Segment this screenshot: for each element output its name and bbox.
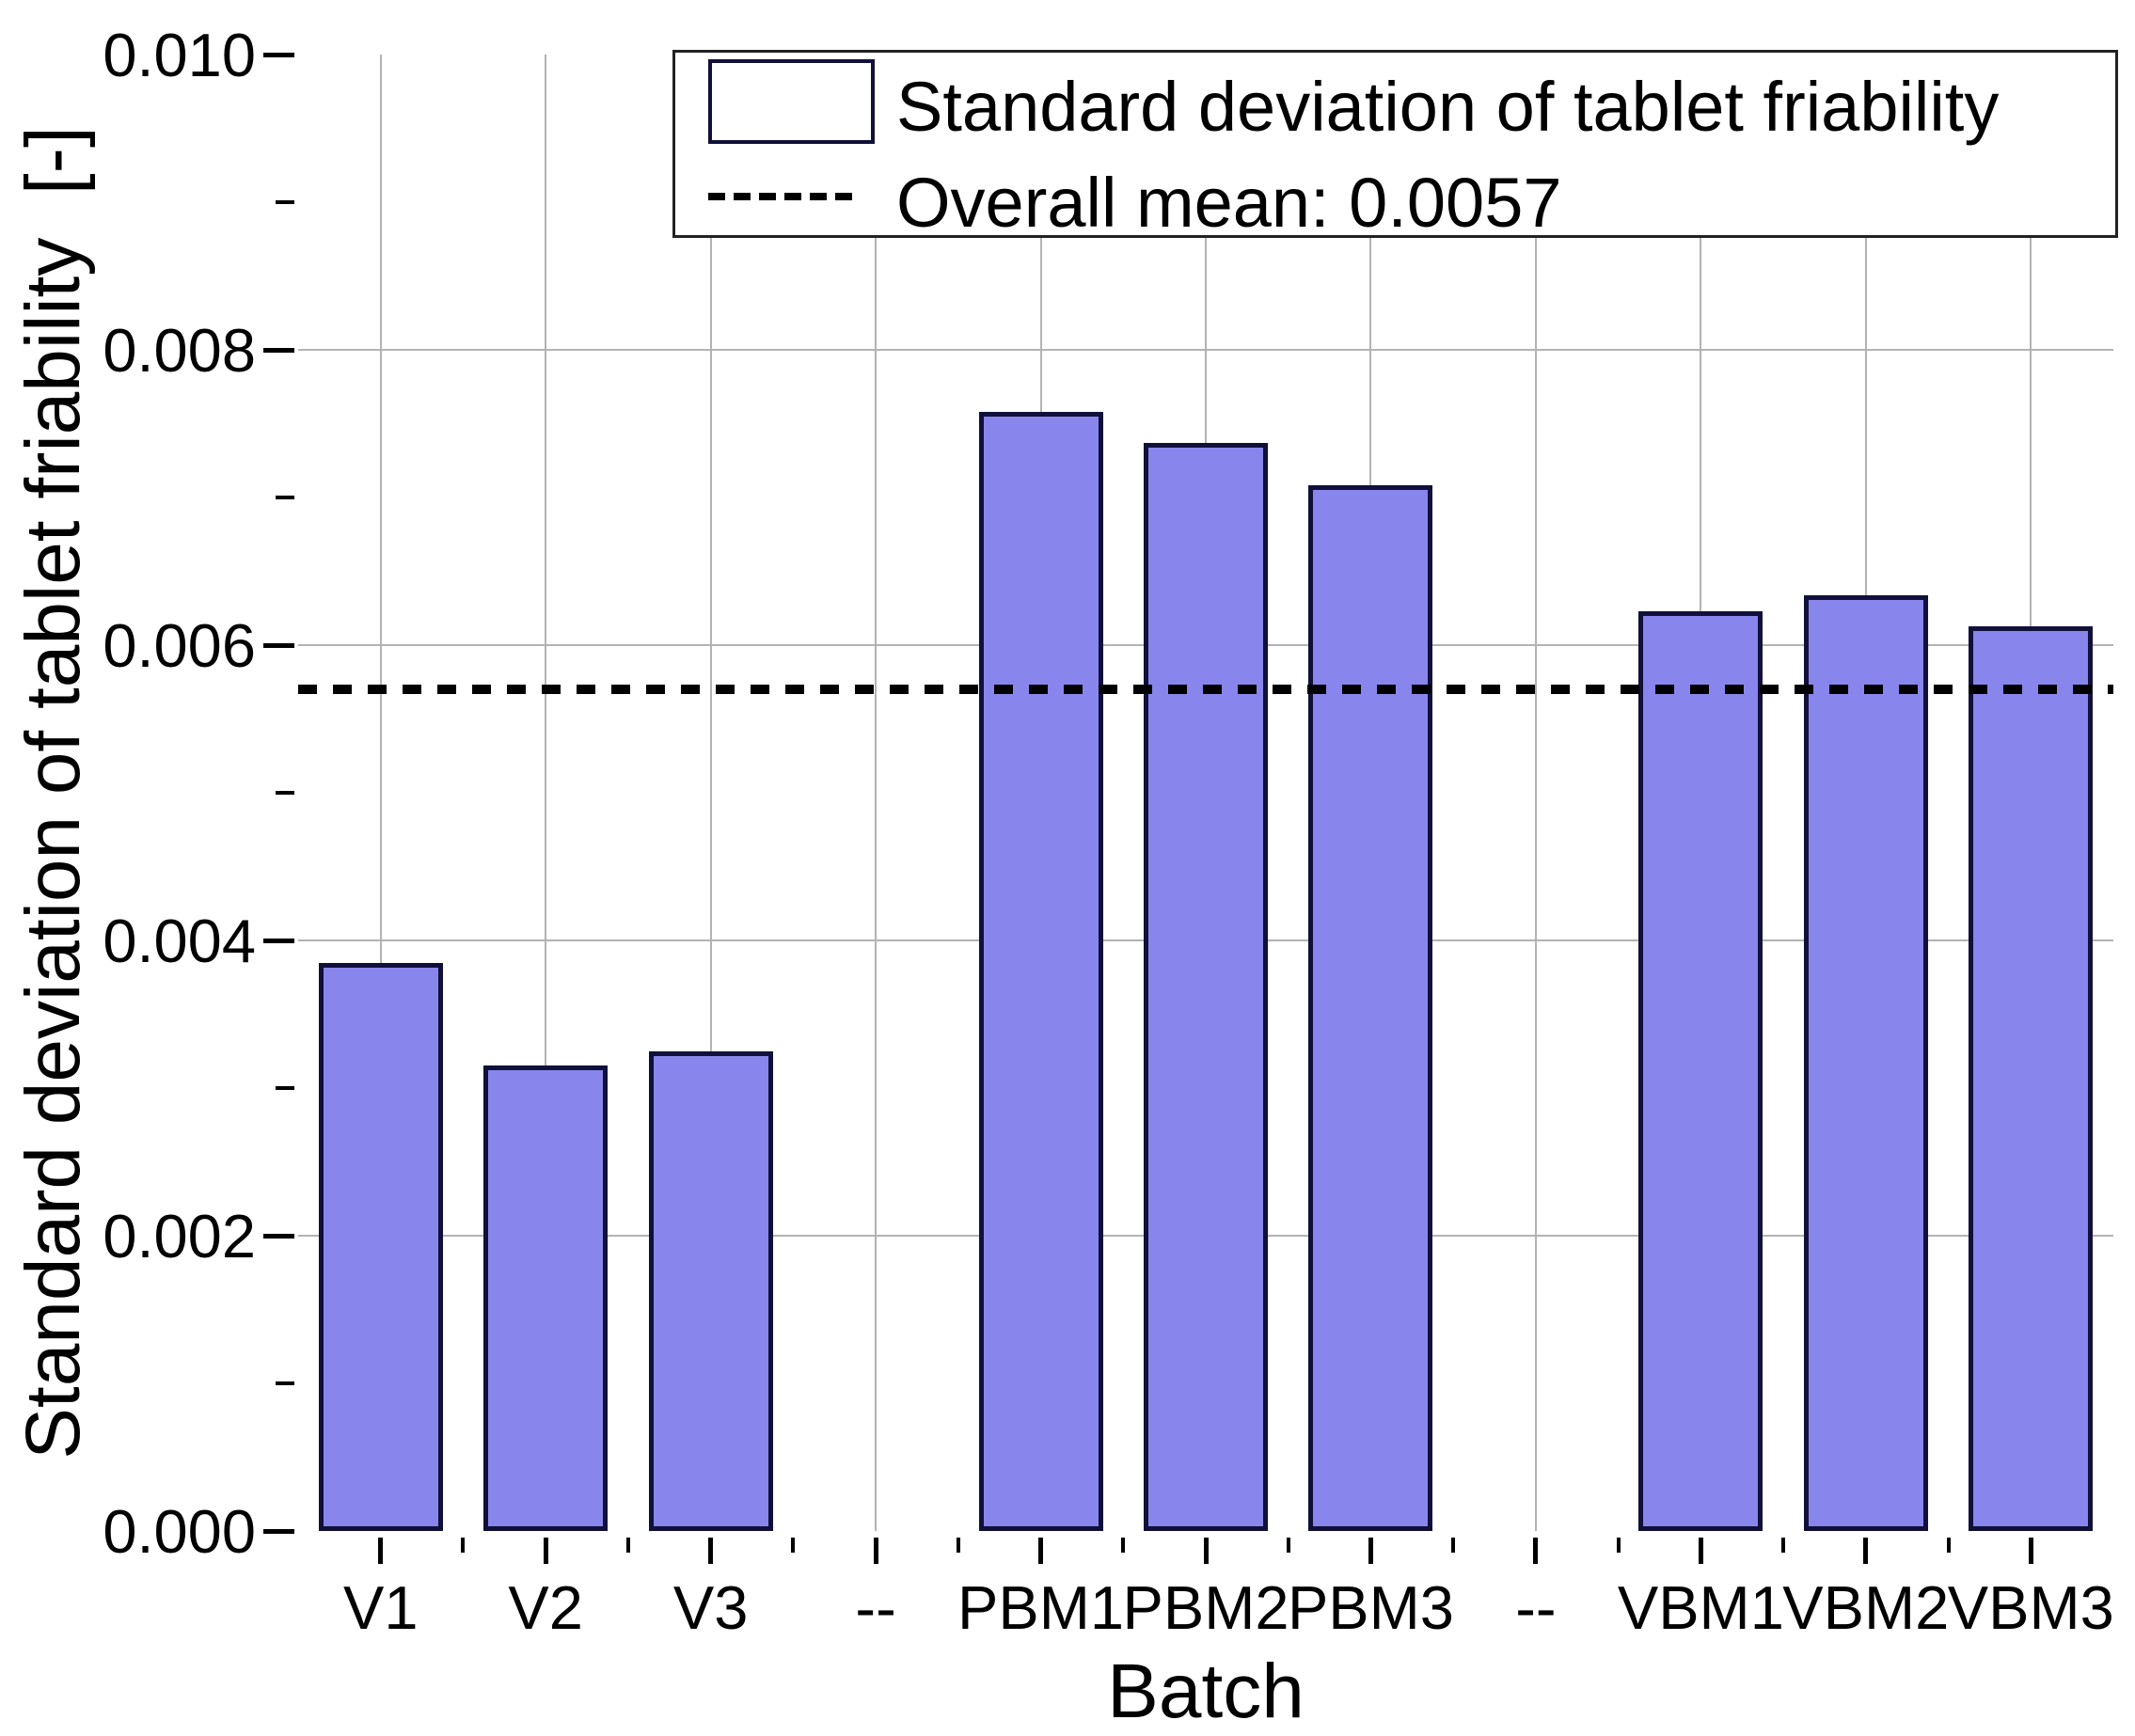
y-axis-title: Standard deviation of tablet friability …: [10, 126, 96, 1460]
x-tick-label-V3: V3: [672, 1573, 749, 1642]
x-minor-tick: [1616, 1538, 1621, 1553]
x-major-tick: [543, 1538, 548, 1564]
y-major-tick: [263, 52, 294, 57]
y-tick-label: 0.002: [103, 1201, 256, 1270]
y-tick-label: 0.000: [103, 1496, 256, 1566]
x-minor-tick: [1451, 1538, 1456, 1553]
bar-VBM2: [1803, 594, 1928, 1531]
x-minor-tick: [1286, 1538, 1290, 1553]
legend-mean-label: Overall mean: 0.0057: [896, 164, 1562, 242]
bar-VBM3: [1969, 625, 2094, 1531]
bar-V2: [483, 1065, 609, 1531]
x-major-tick: [2028, 1538, 2033, 1564]
legend-box: Standard deviation of tablet friability …: [672, 50, 2118, 242]
y-minor-tick: [276, 1086, 294, 1090]
x-major-tick: [873, 1538, 878, 1564]
y-minor-tick: [276, 791, 294, 795]
x-tick-label-V2: V2: [508, 1573, 583, 1642]
bar-PBM1: [978, 411, 1103, 1531]
mean-line: [298, 685, 2113, 695]
vertical-gridline: [545, 55, 547, 1531]
y-minor-tick: [276, 496, 294, 499]
x-tick-label-PBM2: PBM2: [1122, 1573, 1289, 1642]
y-tick-label: 0.010: [103, 20, 256, 89]
legend-bar-swatch: [708, 59, 875, 144]
x-minor-tick: [625, 1538, 630, 1553]
x-major-tick: [378, 1538, 384, 1564]
x-tick-label-VBM1: VBM1: [1617, 1573, 1784, 1642]
y-major-tick: [263, 938, 294, 943]
bar-VBM1: [1638, 610, 1763, 1531]
x-tick-label-V1: V1: [342, 1573, 419, 1642]
vertical-gridline: [709, 55, 712, 1531]
x-major-tick: [708, 1538, 714, 1564]
x-tick-label---: --: [855, 1573, 896, 1642]
y-major-tick: [263, 1528, 294, 1534]
bar-PBM3: [1308, 485, 1433, 1531]
vertical-gridline: [875, 55, 878, 1531]
x-minor-tick: [956, 1538, 960, 1553]
x-major-tick: [1368, 1538, 1373, 1564]
x-tick-label-PBM3: PBM3: [1287, 1573, 1454, 1642]
x-minor-tick: [1781, 1538, 1786, 1553]
x-minor-tick: [1946, 1538, 1951, 1553]
x-tick-label---: --: [1515, 1573, 1557, 1642]
x-tick-label-PBM1: PBM1: [957, 1573, 1125, 1642]
y-major-tick: [263, 642, 294, 648]
y-major-tick: [263, 1233, 294, 1239]
x-major-tick: [1038, 1538, 1044, 1564]
y-minor-tick: [276, 200, 294, 204]
y-tick-label: 0.008: [103, 315, 256, 385]
legend-dashed-line-sample: [708, 193, 856, 200]
x-major-tick: [1203, 1538, 1209, 1564]
bar-V3: [648, 1050, 773, 1531]
y-tick-label: 0.004: [103, 906, 256, 975]
vertical-gridline: [379, 55, 382, 1531]
x-tick-label-VBM2: VBM2: [1782, 1573, 1950, 1642]
x-axis-title: Batch: [1107, 1649, 1305, 1734]
x-minor-tick: [791, 1538, 796, 1553]
bar-PBM2: [1144, 442, 1268, 1531]
x-major-tick: [1533, 1538, 1539, 1564]
x-minor-tick: [461, 1538, 466, 1553]
legend-series-label: Standard deviation of tablet friability: [896, 68, 2000, 146]
y-minor-tick: [276, 1381, 294, 1385]
y-major-tick: [263, 347, 294, 353]
x-major-tick: [1863, 1538, 1869, 1564]
y-tick-label: 0.006: [103, 610, 256, 680]
bar-V1: [318, 962, 443, 1531]
x-major-tick: [1698, 1538, 1703, 1564]
x-tick-label-VBM3: VBM3: [1947, 1573, 2114, 1642]
vertical-gridline: [1534, 55, 1537, 1531]
x-minor-tick: [1121, 1538, 1126, 1553]
